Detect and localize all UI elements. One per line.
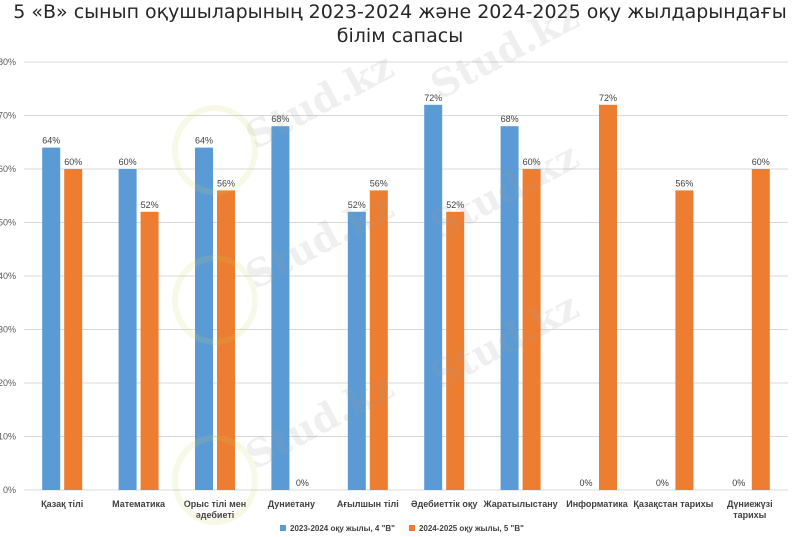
- bar-1-2: [118, 169, 137, 490]
- y-tick-label: 60%: [0, 164, 16, 174]
- legend-label-1: 2023-2024 оқу жылы, 4 "В": [290, 524, 395, 533]
- data-label-1-8: 0%: [579, 478, 592, 488]
- data-label-2-2: 52%: [141, 200, 159, 210]
- data-label-2-9: 56%: [675, 178, 693, 188]
- data-label-1-3: 64%: [195, 136, 213, 146]
- data-label-1-7: 68%: [501, 114, 519, 124]
- chart-title-line-2: білім сапасы: [336, 25, 464, 47]
- data-label-2-7: 60%: [523, 157, 541, 167]
- bar-2-7: [522, 169, 541, 490]
- data-label-1-10: 0%: [732, 478, 745, 488]
- bar-2-1: [64, 169, 83, 490]
- watermark-text-4: Stud.kz: [423, 0, 586, 108]
- data-label-2-4: 0%: [296, 478, 309, 488]
- data-label-2-1: 60%: [64, 157, 82, 167]
- category-label: Дүниежүзі: [727, 499, 773, 509]
- bar-1-4: [271, 126, 290, 490]
- category-label: Математика: [112, 499, 166, 509]
- data-label-2-6: 52%: [446, 200, 464, 210]
- watermark-logo-2: [172, 255, 258, 345]
- bar-1-5: [347, 211, 366, 491]
- bar-2-9: [675, 190, 694, 490]
- data-label-1-5: 52%: [348, 200, 366, 210]
- legend-swatch-2: [408, 525, 415, 531]
- y-tick-label: 10%: [0, 432, 16, 442]
- data-label-1-4: 68%: [271, 114, 289, 124]
- y-tick-label: 20%: [0, 378, 16, 388]
- chart-title-line-1: 5 «В» сынып оқушыларының 2023-2024 және …: [13, 1, 787, 23]
- y-tick-label: 70%: [0, 111, 16, 121]
- category-label: әдебиеті: [196, 510, 235, 520]
- data-label-1-6: 72%: [424, 93, 442, 103]
- data-label-1-2: 60%: [119, 157, 137, 167]
- data-label-2-8: 72%: [599, 93, 617, 103]
- y-tick-label: 50%: [0, 218, 16, 228]
- y-tick-label: 0%: [3, 485, 16, 495]
- bar-2-2: [140, 211, 159, 491]
- category-label: Информатика: [566, 499, 629, 509]
- bar-2-8: [599, 104, 617, 491]
- watermark-logo-1: [172, 105, 258, 195]
- data-label-2-3: 56%: [217, 178, 235, 188]
- category-label: Әдебиеттік оқу: [411, 499, 477, 509]
- bar-2-3: [217, 190, 235, 490]
- legend-swatch-1: [280, 525, 286, 531]
- data-label-1-1: 64%: [42, 136, 60, 146]
- category-label: Қазақстан тарихы: [633, 499, 713, 509]
- category-label: Орыс тілі мен: [184, 499, 246, 509]
- data-label-2-5: 56%: [370, 178, 388, 188]
- category-label: Ағылшын тілі: [337, 499, 399, 509]
- bar-2-10: [751, 169, 770, 490]
- y-tick-label: 30%: [0, 325, 16, 335]
- watermark-text-1: Stud.kz: [238, 43, 401, 158]
- category-label: Қазақ тілі: [41, 499, 83, 509]
- watermark-logo-3: [172, 435, 258, 525]
- data-label-1-9: 0%: [656, 478, 669, 488]
- category-label: Дуниетану: [268, 499, 315, 509]
- bar-2-5: [369, 190, 388, 490]
- bar-2-6: [446, 211, 465, 491]
- bar-1-6: [424, 104, 443, 491]
- category-label: тарихы: [733, 510, 766, 520]
- y-tick-label: 80%: [0, 57, 16, 67]
- chart-title: 5 «В» сынып оқушыларының 2023-2024 және …: [0, 0, 800, 48]
- data-label-2-10: 60%: [752, 157, 770, 167]
- bar-1-1: [42, 147, 61, 490]
- y-tick-label: 40%: [0, 271, 16, 281]
- category-label: Жаратылыстану: [483, 499, 558, 509]
- bar-1-7: [500, 126, 519, 490]
- legend-label-2: 2024-2025 оқу жылы, 5 "В": [419, 524, 524, 533]
- bar-1-3: [195, 147, 213, 490]
